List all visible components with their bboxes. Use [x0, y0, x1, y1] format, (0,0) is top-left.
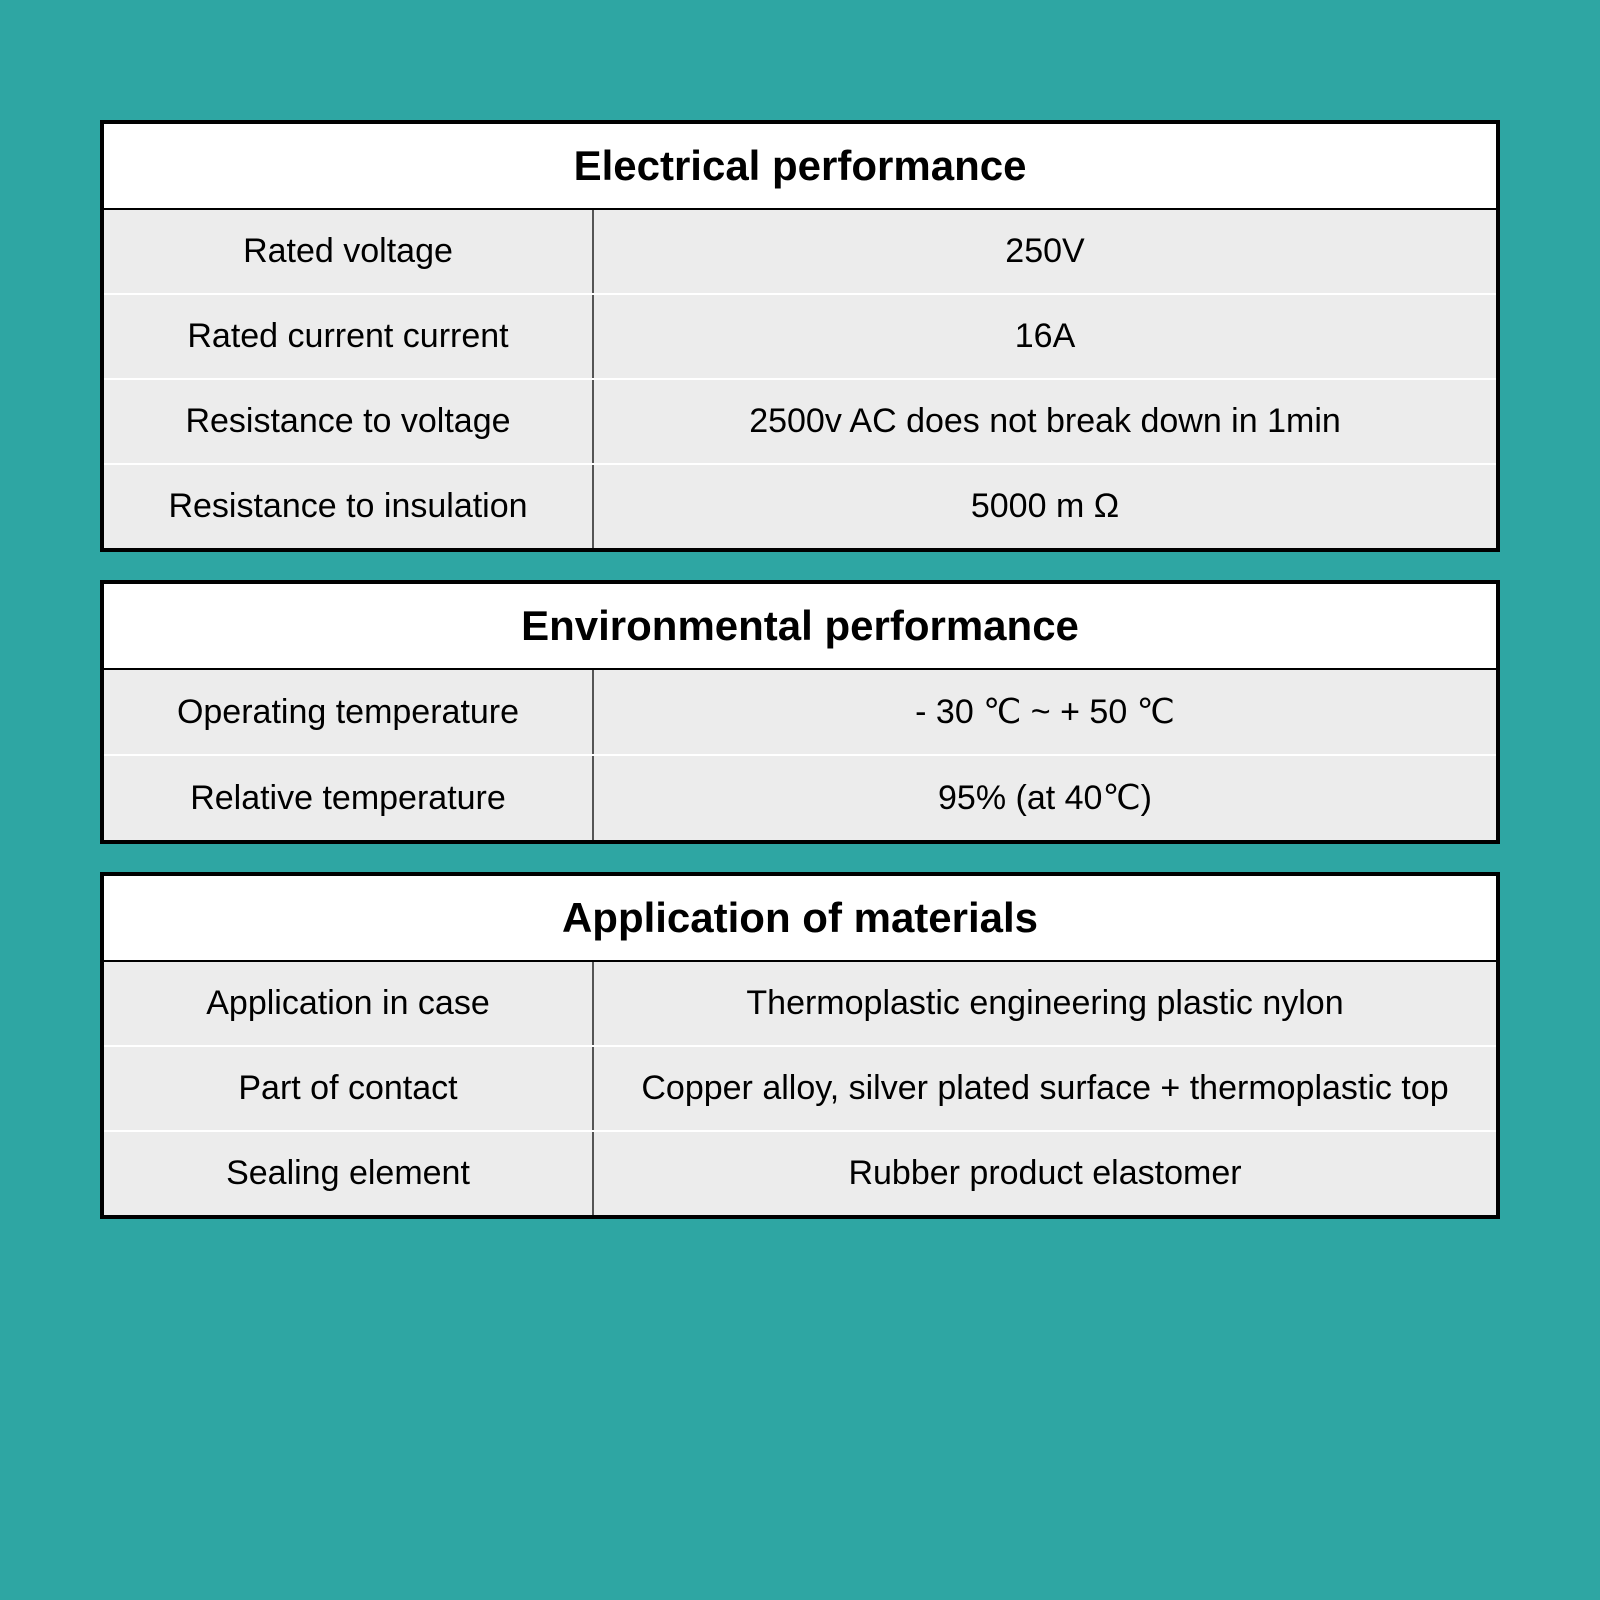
spec-label: Sealing element	[104, 1132, 594, 1215]
electrical-performance-table: Electrical performance Rated voltage 250…	[100, 120, 1500, 552]
table-row: Rated current current 16A	[104, 295, 1496, 380]
spec-value: - 30 ℃ ~ + 50 ℃	[594, 670, 1496, 754]
table-row: Operating temperature - 30 ℃ ~ + 50 ℃	[104, 670, 1496, 756]
spec-value: Thermoplastic engineering plastic nylon	[594, 962, 1496, 1045]
spec-value: 5000 m Ω	[594, 465, 1496, 548]
spec-value: 95% (at 40℃)	[594, 756, 1496, 840]
spec-value: 16A	[594, 295, 1496, 378]
spec-label: Rated current current	[104, 295, 594, 378]
spec-value: Copper alloy, silver plated surface + th…	[594, 1047, 1496, 1130]
table-title: Application of materials	[104, 876, 1496, 962]
spec-label: Resistance to voltage	[104, 380, 594, 463]
table-row: Resistance to insulation 5000 m Ω	[104, 465, 1496, 548]
spec-label: Operating temperature	[104, 670, 594, 754]
table-title: Environmental performance	[104, 584, 1496, 670]
spec-label: Application in case	[104, 962, 594, 1045]
table-row: Resistance to voltage 2500v AC does not …	[104, 380, 1496, 465]
table-row: Relative temperature 95% (at 40℃)	[104, 756, 1496, 840]
table-row: Sealing element Rubber product elastomer	[104, 1132, 1496, 1215]
spec-value: Rubber product elastomer	[594, 1132, 1496, 1215]
spec-label: Rated voltage	[104, 210, 594, 293]
table-row: Part of contact Copper alloy, silver pla…	[104, 1047, 1496, 1132]
table-title: Electrical performance	[104, 124, 1496, 210]
table-row: Rated voltage 250V	[104, 210, 1496, 295]
application-materials-table: Application of materials Application in …	[100, 872, 1500, 1219]
environmental-performance-table: Environmental performance Operating temp…	[100, 580, 1500, 844]
spec-label: Part of contact	[104, 1047, 594, 1130]
spec-value: 250V	[594, 210, 1496, 293]
spec-label: Resistance to insulation	[104, 465, 594, 548]
spec-value: 2500v AC does not break down in 1min	[594, 380, 1496, 463]
table-row: Application in case Thermoplastic engine…	[104, 962, 1496, 1047]
spec-label: Relative temperature	[104, 756, 594, 840]
